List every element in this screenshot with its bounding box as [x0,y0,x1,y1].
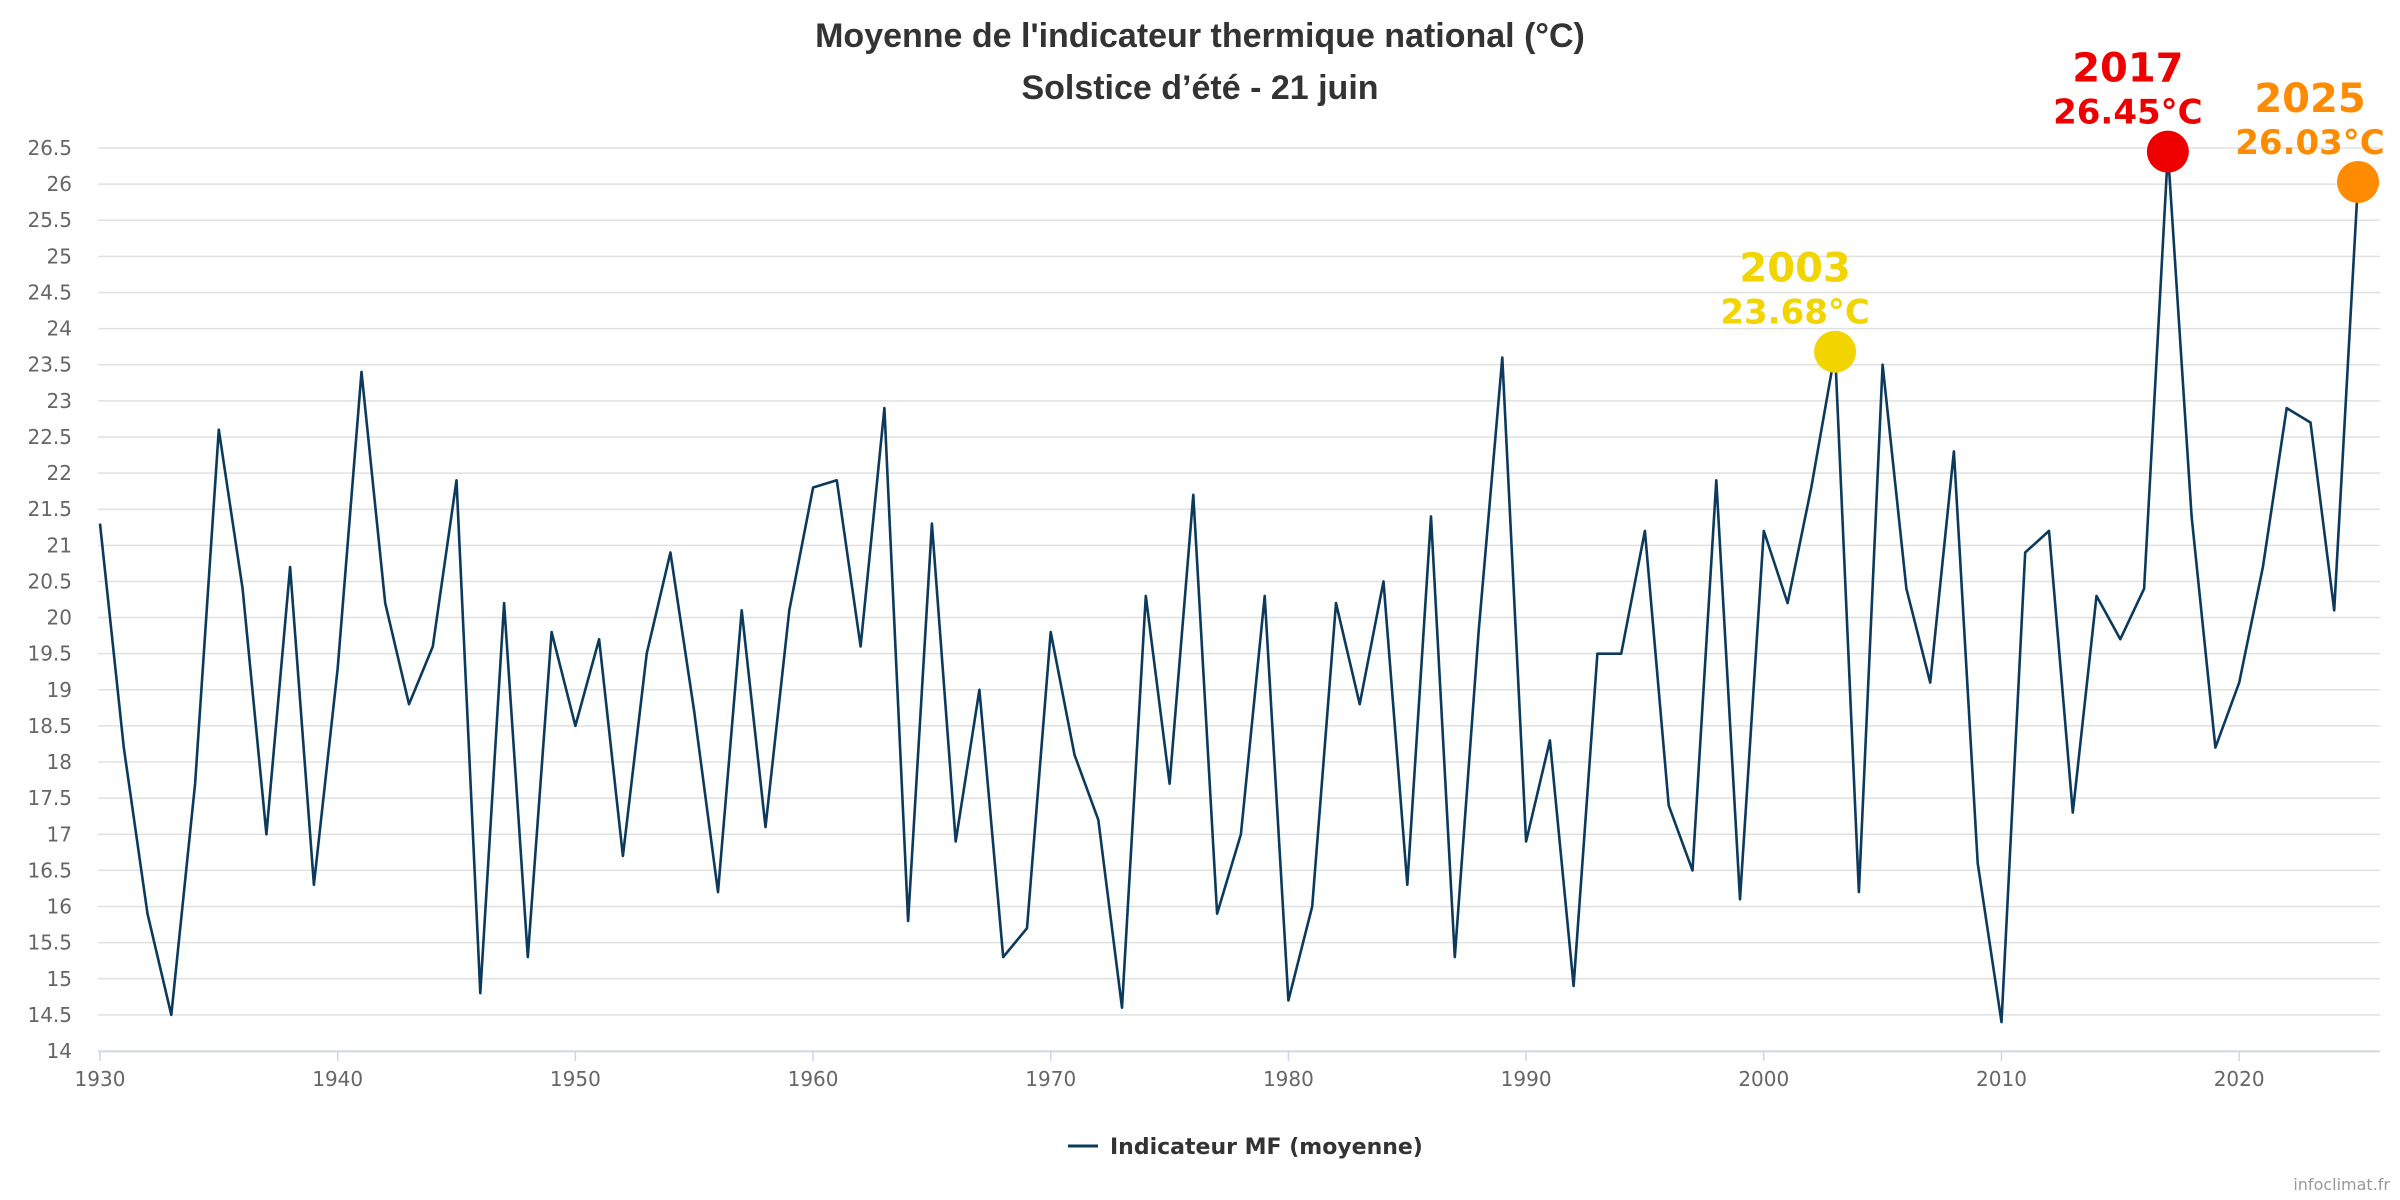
annotation-value: 23.68°C [1720,293,1870,333]
x-tick-label: 1990 [1501,1067,1552,1091]
y-tick-label: 18.5 [27,714,72,738]
y-tick-label: 23 [47,389,72,413]
y-tick-label: 14 [47,1039,72,1063]
chart-subtitle: Solstice d’été - 21 juin [1021,69,1378,107]
y-tick-label: 20.5 [27,569,72,593]
y-tick-label: 24.5 [27,280,72,304]
y-tick-label: 17 [47,822,72,846]
grid-lines [98,147,2380,1052]
y-axis: 14 14.5 15 15.5 16 16.5 17 17.5 18 18.5 19 19.5 20 20… [27,136,72,1063]
y-tick-label: 15 [47,967,72,991]
y-tick-label: 16.5 [27,858,72,882]
y-tick-label: 24 [47,317,72,341]
y-tick-label: 20 [47,606,72,630]
credit-text[interactable]: infoclimat.fr [2293,1175,2390,1194]
series-group [98,150,2360,1024]
annotation-value: 26.45°C [2053,93,2203,133]
y-tick-label: 21 [47,533,72,557]
y-tick-label: 25.5 [27,208,72,232]
x-axis: 1930 1940 1950 1960 1970 1980 1990 2000 2010 2020 [75,1050,2380,1091]
annotation-year: 2017 [2072,46,2183,92]
highlight-point[interactable] [1814,330,1857,373]
x-tick-label: 1950 [550,1067,601,1091]
x-tick-label: 2020 [2214,1067,2265,1091]
y-tick-label: 19.5 [27,642,72,666]
y-tick-label: 15.5 [27,931,72,955]
highlight-point[interactable] [2337,160,2379,203]
x-tick-label: 1960 [788,1067,839,1091]
annotation-year: 2003 [1739,246,1850,292]
x-tick-label: 1940 [312,1067,363,1091]
x-tick-label: 1980 [1263,1067,1314,1091]
y-tick-label: 16 [47,895,72,919]
y-tick-label: 25 [47,244,72,268]
chart-title: Moyenne de l'indicateur thermique nation… [815,17,1585,55]
x-tick-label: 2000 [1738,1067,1789,1091]
y-tick-label: 17.5 [27,786,72,810]
y-tick-label: 22 [47,461,72,485]
y-tick-label: 22.5 [27,425,72,449]
annotation-value: 26.03°C [2235,123,2385,163]
x-tick-label: 2010 [1976,1067,2027,1091]
y-tick-label: 21.5 [27,497,72,521]
legend[interactable]: Indicateur MF (moyenne) [1068,1135,1423,1160]
y-tick-label: 18 [47,750,72,774]
highlight-point[interactable] [2146,130,2189,173]
x-tick-label: 1930 [75,1067,126,1091]
y-tick-label: 26 [47,172,72,196]
legend-item-label[interactable]: Indicateur MF (moyenne) [1110,1135,1423,1160]
y-tick-label: 14.5 [27,1003,72,1027]
y-tick-label: 26.5 [27,136,72,160]
series-line[interactable] [98,150,2360,1024]
y-tick-label: 19 [47,678,72,702]
y-tick-label: 23.5 [27,353,72,377]
annotation-year: 2025 [2254,76,2365,122]
x-tick-label: 1970 [1025,1067,1076,1091]
